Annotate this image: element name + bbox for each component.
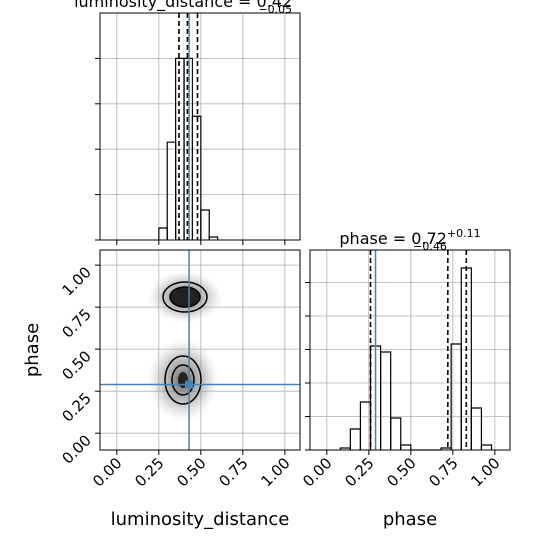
x-tick-label: 0.75 [425, 454, 461, 490]
title-lower: −0.05 [258, 3, 292, 16]
x-axis-label: phase [383, 509, 437, 530]
x-tick-label: 0.50 [173, 454, 209, 490]
contour [169, 286, 201, 308]
truth-marker [185, 380, 194, 389]
x-tick-label: 0.00 [299, 454, 335, 490]
y-tick-label: 0.75 [58, 305, 94, 341]
panel-title: phase = 0.72+0.11 −0.46 [339, 227, 480, 253]
x-axis-label: luminosity_distance [111, 509, 290, 530]
contour [164, 355, 202, 405]
x-tick-label: 1.00 [257, 454, 293, 490]
histogram-bin [400, 444, 412, 450]
histogram-bin [470, 407, 483, 450]
contour [171, 364, 195, 396]
panel-title: luminosity_distance = 0.42+0.06−0.05 [74, 0, 326, 16]
x-tick-label: 0.50 [383, 454, 419, 490]
y-tick-label: 0.00 [58, 431, 94, 467]
histogram-bin [480, 444, 493, 450]
title-upper: +0.11 [447, 227, 481, 240]
x-tick-label: 1.00 [467, 454, 503, 490]
x-tick-label: 0.00 [89, 454, 125, 490]
axes-frame [309, 249, 511, 451]
title-upper: +0.06 [292, 0, 326, 3]
histogram-bin [208, 236, 219, 240]
histogram-bin [379, 351, 392, 450]
histogram-bin [349, 428, 362, 450]
title-lower: −0.46 [413, 240, 447, 253]
y-tick-label: 0.50 [58, 347, 94, 383]
histogram-bin [200, 209, 210, 240]
density-contours [147, 271, 223, 422]
y-axis-label: phase [22, 323, 43, 377]
histogram-bin [191, 115, 202, 240]
x-tick-label: 0.25 [341, 454, 377, 490]
contour [162, 281, 208, 313]
axes-frame [99, 249, 301, 451]
x-tick-label: 0.25 [131, 454, 167, 490]
histogram-bin [158, 227, 168, 240]
x-tick-label: 0.75 [215, 454, 251, 490]
y-tick-label: 0.25 [58, 389, 94, 425]
title-text: luminosity_distance = 0.42 [74, 0, 292, 12]
histogram-bin [390, 417, 402, 450]
histogram-bin [166, 141, 177, 240]
title-text: phase = 0.72 [339, 229, 446, 248]
axes-frame [99, 12, 301, 241]
y-tick-label: 1.00 [58, 263, 94, 299]
